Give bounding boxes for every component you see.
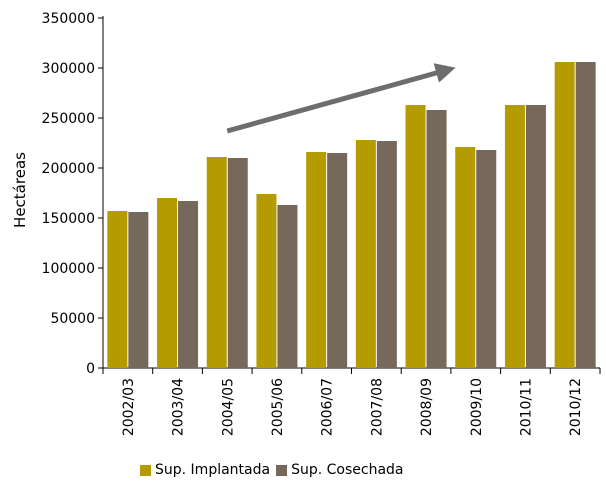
x-tick-label: 2008/09 [419, 378, 435, 436]
bar-cosechada [426, 110, 447, 368]
trend-arrow-line [226, 63, 456, 134]
legend-label-implantada: Sup. Implantada [155, 462, 271, 478]
y-tick-label: 300000 [42, 61, 95, 77]
legend-item-cosechada: Sup. Cosechada [276, 462, 404, 478]
bar-cosechada [376, 141, 397, 368]
bar-implantada [107, 211, 128, 368]
bar-cosechada [227, 158, 248, 368]
legend: Sup. Implantada Sup. Cosechada [140, 462, 410, 478]
y-tick-label: 0 [86, 361, 95, 377]
y-tick-label: 100000 [42, 261, 95, 277]
bar-implantada [157, 198, 178, 368]
bar-implantada [306, 152, 327, 368]
x-tick-label: 2009/10 [469, 378, 485, 436]
bar-implantada [256, 194, 277, 368]
bar-implantada [206, 157, 227, 368]
y-tick-label: 250000 [42, 111, 95, 127]
legend-swatch-cosechada [276, 464, 288, 476]
legend-item-implantada: Sup. Implantada [140, 462, 270, 478]
bar-implantada [504, 105, 525, 368]
bars [107, 62, 596, 368]
x-tick-label: 2010/11 [518, 378, 534, 436]
x-tick-label: 2002/03 [121, 378, 137, 436]
x-tick-label: 2004/05 [220, 378, 236, 436]
x-tick-label: 2005/06 [270, 378, 286, 436]
bar-cosechada [525, 105, 546, 368]
trend-arrow [226, 63, 456, 134]
y-tick-label: 150000 [42, 211, 95, 227]
bar-cosechada [476, 150, 497, 368]
x-tick-label: 2010/12 [568, 378, 584, 436]
x-tick-label: 2007/08 [369, 378, 385, 436]
bar-implantada [355, 140, 376, 368]
x-tick-label: 2006/07 [320, 378, 336, 436]
bar-cosechada [128, 212, 149, 368]
y-tick-label: 200000 [42, 161, 95, 177]
y-tick-label: 50000 [50, 311, 95, 327]
legend-swatch-implantada [140, 464, 151, 476]
bar-implantada [455, 147, 476, 368]
legend-label-cosechada: Sup. Cosechada [291, 462, 404, 478]
bar-cosechada [575, 62, 596, 368]
y-tick-label: 350000 [42, 11, 95, 27]
y-axis-title: Hectáreas [11, 152, 29, 228]
x-tick-label: 2003/04 [171, 378, 187, 436]
bar-implantada [405, 105, 426, 368]
bar-cosechada [178, 201, 199, 368]
bar-cosechada [277, 205, 298, 368]
y-axis: 0 50000 100000 150000 200000 250000 300000 3500… [42, 11, 104, 377]
bar-implantada [554, 62, 575, 368]
bar-cosechada [327, 153, 348, 368]
x-axis: 2002/03 2003/04 2004/05 2005/06 2006/07 2007/… [102, 367, 601, 436]
